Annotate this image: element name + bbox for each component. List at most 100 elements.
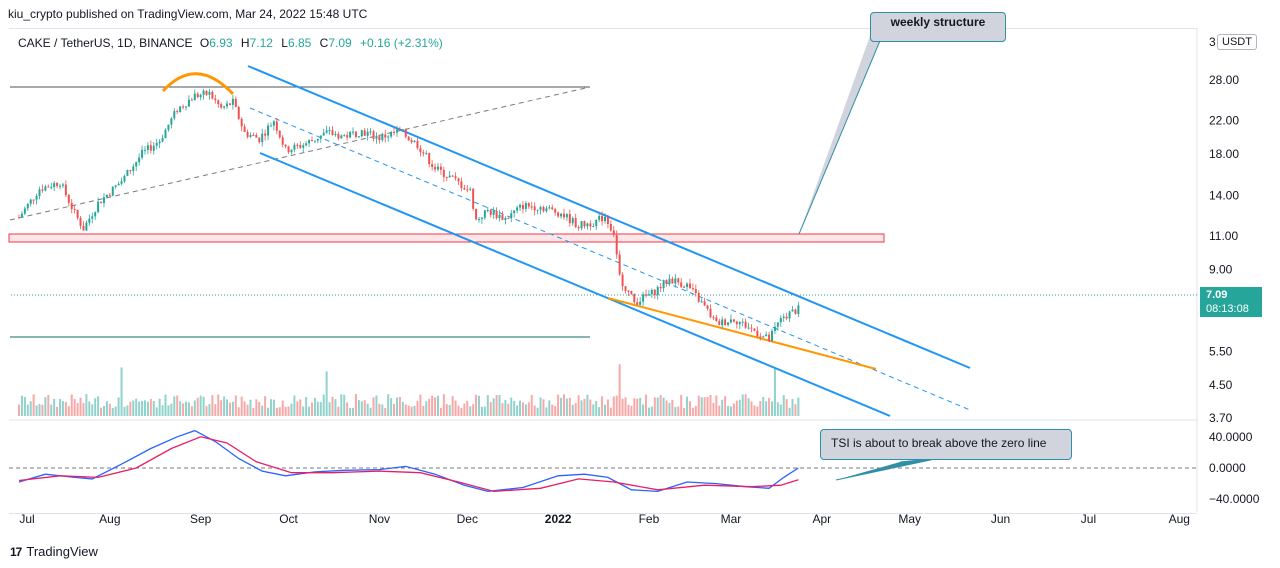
candle-body	[67, 195, 70, 203]
candle-body	[334, 133, 337, 135]
volume-bar	[545, 407, 548, 416]
volume-bar	[407, 405, 410, 416]
candle-body	[246, 131, 249, 137]
volume-bar	[606, 399, 609, 416]
candle-body	[744, 321, 747, 328]
volume-bar	[671, 399, 674, 416]
volume-bar	[413, 405, 416, 416]
candle-body	[349, 131, 352, 138]
volume-bar	[768, 398, 771, 416]
candle-body	[469, 188, 472, 190]
candle-body	[659, 286, 662, 289]
candle-body	[138, 157, 141, 163]
volume-bar	[196, 397, 199, 416]
volume-bar	[788, 407, 791, 416]
volume-bar	[747, 398, 750, 416]
volume-bar	[469, 406, 472, 416]
candle-body	[507, 218, 510, 220]
falling-support-line	[607, 297, 877, 370]
candle-body	[621, 274, 624, 287]
volume-bar	[782, 395, 785, 416]
candle-body	[179, 106, 182, 112]
candle-body	[331, 130, 334, 135]
volume-bar	[765, 401, 768, 416]
volume-bar	[32, 394, 35, 416]
candle-body	[653, 289, 656, 296]
volume-bar	[354, 394, 357, 416]
volume-bar	[146, 401, 149, 416]
candle-body	[753, 328, 756, 331]
volume-bar	[668, 402, 671, 416]
volume-bar	[76, 402, 79, 416]
candle-body	[782, 316, 785, 319]
tradingview-brand[interactable]: 17 TradingView	[10, 544, 98, 559]
candle-body	[724, 319, 727, 325]
candle-body	[530, 206, 533, 208]
candle-body	[592, 226, 595, 228]
volume-bar	[442, 394, 445, 416]
currency-button[interactable]: USDT	[1217, 34, 1257, 50]
candle-body	[451, 175, 454, 177]
weekly-zone	[8, 233, 885, 243]
high-label: H	[240, 36, 250, 50]
candle-body	[729, 319, 732, 323]
volume-bar	[158, 398, 161, 416]
weekly-structure-text: weekly structure	[890, 15, 986, 29]
volume-bar	[454, 400, 457, 416]
candle-body	[35, 196, 38, 200]
volume-bar	[656, 397, 659, 416]
volume-bar	[592, 404, 595, 416]
volume-bar	[302, 406, 305, 416]
volume-bar	[738, 399, 741, 416]
volume-bar	[176, 395, 179, 416]
symbol-legend[interactable]: CAKE / TetherUS, 1D, BINANCE O6.93 H7.12…	[18, 36, 443, 50]
candle-body	[316, 138, 319, 141]
volume-bar	[161, 405, 164, 416]
candle-body	[363, 130, 366, 136]
candle-body	[404, 129, 407, 137]
volume-bar	[662, 397, 665, 416]
candle-body	[152, 145, 155, 151]
volume-bar	[551, 404, 554, 416]
volume-bar	[281, 400, 284, 416]
candle-body	[665, 280, 668, 284]
volume-bar	[709, 394, 712, 416]
volume-bar	[170, 403, 173, 416]
volume-bar	[542, 399, 545, 416]
candle-body	[422, 152, 425, 154]
candle-body	[360, 130, 363, 137]
volume-bar	[718, 405, 721, 416]
volume-bar	[785, 399, 788, 416]
candle-body	[718, 321, 721, 326]
candle-body	[267, 125, 270, 136]
candle-body	[100, 201, 103, 204]
volume-bar	[395, 397, 398, 416]
candle-body	[554, 209, 557, 213]
volume-bar	[246, 404, 249, 416]
volume-bar	[363, 400, 366, 416]
volume-bar	[284, 406, 287, 416]
weekly-structure-callout[interactable]: weekly structure	[870, 12, 1006, 42]
candle-body	[501, 214, 504, 221]
volume-bar	[492, 398, 495, 416]
candle-body	[398, 129, 401, 131]
volume-bar	[665, 400, 668, 416]
candle-body	[498, 214, 501, 219]
volume-bar	[331, 396, 334, 416]
volume-bar	[296, 401, 299, 416]
candle-body	[217, 100, 220, 105]
volume-bar	[633, 398, 636, 416]
volume-bar	[199, 395, 202, 416]
tsi-callout[interactable]: TSI is about to break above the zero lin…	[820, 429, 1072, 460]
candle-body	[428, 153, 431, 165]
candle-body	[457, 178, 460, 182]
candle-body	[601, 215, 604, 222]
candle-body	[97, 201, 100, 213]
candle-body	[533, 206, 536, 211]
candle-body	[642, 294, 645, 302]
candle-body	[671, 278, 674, 284]
volume-bar	[340, 394, 343, 416]
candle-body	[615, 235, 618, 255]
volume-bar	[659, 395, 662, 416]
